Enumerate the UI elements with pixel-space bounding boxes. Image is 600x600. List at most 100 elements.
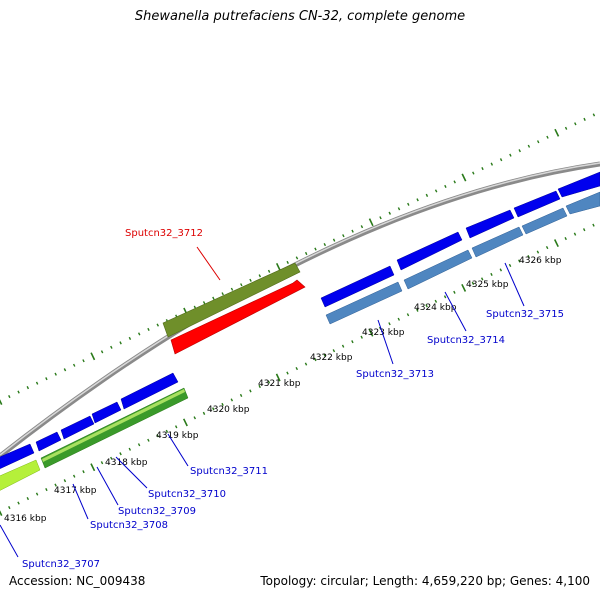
minor-tick (499, 158, 503, 162)
major-tick (90, 352, 96, 361)
minor-tick (592, 223, 595, 227)
minor-tick (137, 332, 141, 336)
cds-reverse-steel[interactable] (325, 281, 403, 325)
minor-tick (434, 299, 438, 303)
minor-tick (156, 434, 159, 438)
minor-tick (518, 259, 521, 263)
gene-label[interactable]: Sputcn32_3711 (190, 466, 268, 477)
minor-tick (416, 198, 419, 202)
cds-forward-arrow[interactable] (91, 401, 122, 424)
minor-tick (416, 308, 419, 312)
minor-tick (388, 211, 392, 215)
minor-tick (332, 238, 336, 242)
minor-tick (453, 180, 456, 184)
minor-tick (35, 381, 39, 385)
minor-tick (286, 371, 289, 375)
minor-tick (82, 359, 85, 363)
gene-label[interactable]: Sputcn32_3707 (22, 559, 100, 570)
minor-tick (249, 278, 252, 282)
gene-label[interactable]: Sputcn32_3714 (427, 335, 505, 346)
minor-tick (546, 135, 549, 139)
gene-leader-lines (0, 246, 525, 558)
cds-reverse-steel[interactable] (471, 226, 524, 258)
cds-reverse-steel[interactable] (521, 207, 568, 235)
minor-tick (545, 245, 549, 250)
minor-tick (406, 313, 410, 317)
cds-forward-arrow[interactable] (396, 231, 463, 271)
minor-tick (45, 377, 48, 381)
cds-forward-arrow[interactable] (320, 265, 395, 308)
kbp-label: 4319 kbp (156, 431, 199, 441)
minor-tick (258, 274, 262, 278)
minor-tick (314, 247, 317, 251)
cds-forward-arrow[interactable] (60, 415, 95, 440)
leader-line (115, 456, 148, 489)
minor-tick (508, 263, 512, 268)
gene-label[interactable]: Sputcn32_3709 (118, 506, 196, 517)
minor-tick (323, 353, 326, 357)
minor-tick (314, 358, 317, 362)
cds-forward-arrow[interactable] (120, 372, 179, 410)
minor-tick (592, 113, 596, 117)
minor-tick (536, 250, 540, 254)
minor-tick (518, 149, 521, 153)
map-title: Shewanella putrefaciens CN-32, complete … (134, 9, 466, 24)
minor-tick (295, 366, 299, 371)
minor-tick (425, 193, 429, 197)
cds-forward-arrow[interactable] (557, 171, 600, 198)
minor-tick (72, 474, 76, 478)
cds-forward-arrow[interactable] (35, 431, 62, 452)
minor-tick (286, 260, 289, 265)
minor-tick (8, 394, 11, 399)
kbp-scale-labels: 4316 kbp 4317 kbp 4318 kbp 4319 kbp 4320… (4, 256, 562, 524)
gene-label[interactable]: Sputcn32_3715 (486, 309, 564, 320)
minor-tick (481, 166, 484, 171)
major-tick (553, 239, 559, 248)
minor-tick (174, 425, 178, 429)
cds-forward-arrow[interactable] (513, 190, 561, 218)
leader-line (72, 483, 89, 520)
kbp-label: 4316 kbp (4, 514, 47, 524)
minor-tick (100, 350, 104, 354)
minor-tick (536, 140, 540, 144)
minor-tick (443, 295, 447, 299)
cds-forward-arrow[interactable] (465, 209, 515, 239)
minor-tick (397, 207, 401, 211)
leader-line (504, 262, 525, 307)
minor-tick (472, 171, 475, 175)
forward-strand-genes (0, 171, 600, 471)
minor-tick (110, 345, 113, 349)
gene-label-highlighted[interactable]: Sputcn32_3712 (125, 228, 203, 239)
major-tick (554, 128, 560, 137)
cds-forward-arrow[interactable] (0, 443, 35, 471)
gene-arrow-red[interactable] (170, 279, 306, 355)
minor-tick (240, 283, 243, 287)
major-tick (275, 373, 281, 382)
cds-reverse-steel[interactable] (565, 191, 600, 215)
major-tick (461, 173, 467, 182)
minor-tick (527, 144, 531, 148)
cds-reverse-steel[interactable] (403, 249, 473, 290)
leader-line (377, 319, 394, 365)
leader-line (167, 433, 189, 467)
gene-label[interactable]: Sputcn32_3713 (356, 369, 434, 380)
minor-tick (573, 232, 577, 236)
cds-reverse-lime[interactable] (0, 459, 41, 493)
gene-bar-olive[interactable] (162, 262, 301, 338)
gene-label[interactable]: Sputcn32_3708 (90, 520, 168, 531)
minor-tick (147, 327, 150, 332)
gene-label[interactable]: Sputcn32_3710 (148, 489, 226, 500)
minor-tick (490, 272, 493, 277)
minor-tick (267, 380, 271, 384)
minor-tick (379, 216, 382, 220)
minor-tick (82, 470, 85, 474)
minor-tick (397, 317, 401, 321)
minor-tick (128, 336, 132, 341)
minor-tick (35, 492, 39, 496)
minor-tick (45, 487, 48, 492)
major-tick (461, 283, 467, 292)
minor-tick (230, 287, 234, 291)
minor-tick (304, 362, 308, 366)
kbp-label: 4323 kbp (362, 328, 405, 338)
